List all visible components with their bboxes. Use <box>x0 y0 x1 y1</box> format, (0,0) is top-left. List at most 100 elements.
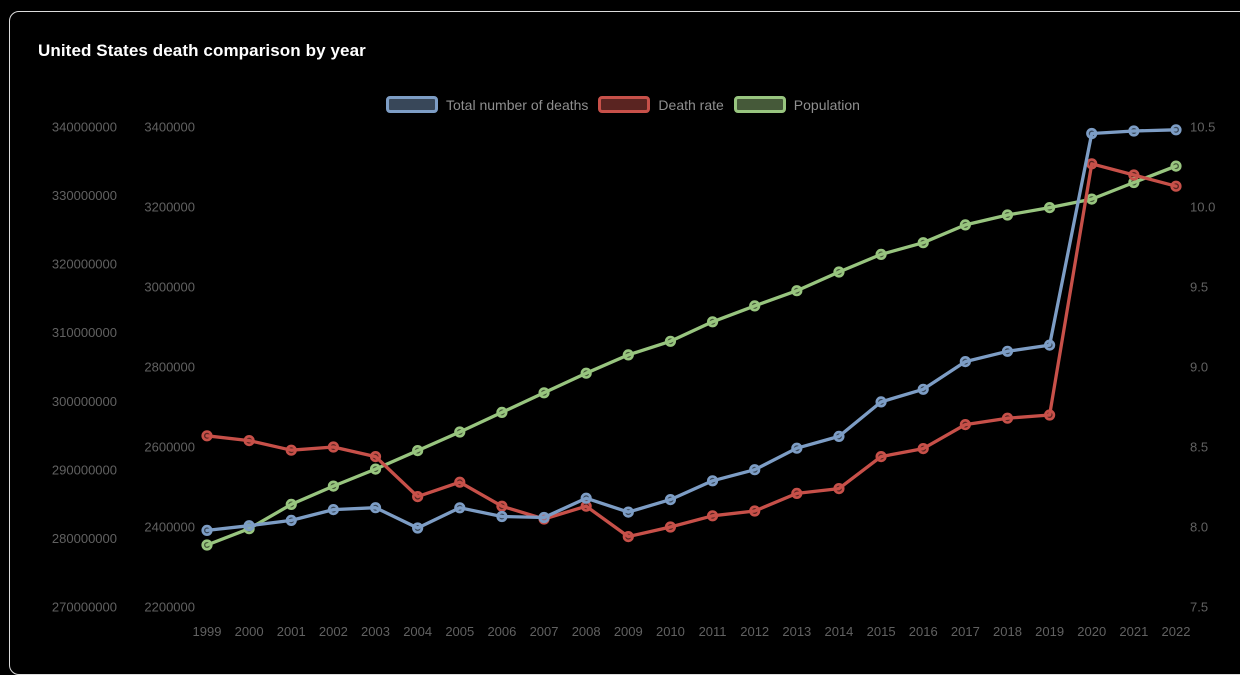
data-point[interactable] <box>917 443 929 455</box>
data-point[interactable] <box>959 419 971 431</box>
data-point[interactable] <box>496 500 508 512</box>
data-point[interactable] <box>1086 193 1098 205</box>
data-point[interactable] <box>833 266 845 278</box>
data-point[interactable] <box>749 464 761 476</box>
y-tick-rate: 8.0 <box>1190 520 1208 535</box>
data-point[interactable] <box>496 406 508 419</box>
data-point[interactable] <box>369 463 382 475</box>
data-point[interactable] <box>622 506 634 518</box>
data-point[interactable] <box>1128 169 1140 181</box>
data-point[interactable] <box>454 426 466 438</box>
data-point[interactable] <box>412 491 424 503</box>
data-point[interactable] <box>243 435 255 447</box>
data-point[interactable] <box>833 483 845 495</box>
y-tick-rate: 9.5 <box>1190 280 1208 295</box>
legend-item-total-deaths[interactable]: Total number of deaths <box>386 96 588 113</box>
data-point[interactable] <box>706 475 719 487</box>
data-point[interactable] <box>664 335 677 347</box>
data-point[interactable] <box>538 511 550 524</box>
data-point[interactable] <box>959 356 971 368</box>
data-point[interactable] <box>412 445 424 457</box>
data-point[interactable] <box>791 442 803 454</box>
data-point[interactable] <box>1044 409 1056 421</box>
data-point[interactable] <box>201 524 213 537</box>
chart-canvas[interactable]: 340000000 330000000 320000000 310000000 3000… <box>0 0 1240 642</box>
data-point[interactable] <box>1086 127 1098 140</box>
data-point[interactable] <box>412 522 424 534</box>
x-tick-year: 2001 <box>277 624 306 639</box>
data-point[interactable] <box>538 387 550 399</box>
data-point[interactable] <box>1044 339 1056 351</box>
y-tick-rate: 8.5 <box>1190 440 1208 455</box>
data-point[interactable] <box>791 285 803 297</box>
data-point[interactable] <box>664 521 677 533</box>
x-tick-year: 2020 <box>1077 624 1106 639</box>
x-tick-year: 2008 <box>572 624 601 639</box>
data-point[interactable] <box>875 451 887 463</box>
y-tick-population: 340000000 <box>52 120 117 135</box>
data-point[interactable] <box>959 219 971 231</box>
data-point[interactable] <box>327 480 339 492</box>
data-point[interactable] <box>1001 412 1014 424</box>
y-tick-rate: 10.0 <box>1190 200 1215 215</box>
x-tick-year: 2012 <box>740 624 769 639</box>
data-point[interactable] <box>622 530 634 543</box>
y-tick-deaths: 2200000 <box>144 600 195 615</box>
x-tick-year: 2010 <box>656 624 685 639</box>
legend-swatch-population <box>733 96 786 113</box>
data-point[interactable] <box>1170 180 1182 192</box>
data-point[interactable] <box>1128 125 1140 137</box>
data-point[interactable] <box>580 367 592 379</box>
data-point[interactable] <box>1044 202 1056 214</box>
data-point[interactable] <box>1001 345 1014 357</box>
data-point[interactable] <box>833 430 845 443</box>
x-tick-year: 2007 <box>530 624 559 639</box>
data-point[interactable] <box>1170 124 1182 136</box>
data-point[interactable] <box>327 441 339 453</box>
legend-item-population[interactable]: Population <box>733 96 860 113</box>
data-point[interactable] <box>622 349 634 361</box>
data-point[interactable] <box>580 492 592 504</box>
data-point[interactable] <box>749 300 761 312</box>
data-point[interactable] <box>1001 209 1014 221</box>
legend-label-death-rate: Death rate <box>658 96 724 113</box>
x-tick-year: 2004 <box>403 624 432 639</box>
data-point[interactable] <box>664 494 677 506</box>
x-tick-year: 2018 <box>993 624 1022 639</box>
data-point[interactable] <box>285 514 297 527</box>
data-point[interactable] <box>706 510 719 522</box>
data-point[interactable] <box>706 316 719 328</box>
y-tick-rate: 7.5 <box>1190 600 1208 615</box>
data-point[interactable] <box>454 476 466 488</box>
data-point[interactable] <box>327 504 339 516</box>
data-point[interactable] <box>243 520 255 532</box>
data-point[interactable] <box>496 510 508 523</box>
data-point[interactable] <box>454 502 466 514</box>
x-tick-year: 2003 <box>361 624 390 639</box>
legend-item-death-rate[interactable]: Death rate <box>598 96 724 113</box>
data-point[interactable] <box>201 539 213 551</box>
x-tick-year: 2017 <box>951 624 980 639</box>
x-tick-year: 2005 <box>445 624 474 639</box>
data-point[interactable] <box>875 396 887 408</box>
legend-label-total-deaths: Total number of deaths <box>446 96 589 113</box>
data-point[interactable] <box>1170 160 1182 172</box>
y-tick-deaths: 2800000 <box>144 360 195 375</box>
legend-swatch-death-rate <box>598 96 651 113</box>
y-tick-population: 280000000 <box>52 531 117 546</box>
data-point[interactable] <box>749 505 761 517</box>
data-point[interactable] <box>201 430 213 442</box>
data-point[interactable] <box>1086 158 1098 170</box>
data-point[interactable] <box>369 502 382 514</box>
data-point[interactable] <box>369 451 382 463</box>
data-point[interactable] <box>791 487 803 500</box>
x-tick-year: 2013 <box>782 624 811 639</box>
series-line-deaths <box>205 128 1178 533</box>
data-point[interactable] <box>875 248 887 260</box>
data-point[interactable] <box>917 383 929 395</box>
y-tick-deaths: 2400000 <box>144 520 195 535</box>
data-point[interactable] <box>917 237 929 249</box>
data-point[interactable] <box>285 444 297 456</box>
y-tick-population: 320000000 <box>52 257 117 272</box>
data-point[interactable] <box>285 498 297 511</box>
